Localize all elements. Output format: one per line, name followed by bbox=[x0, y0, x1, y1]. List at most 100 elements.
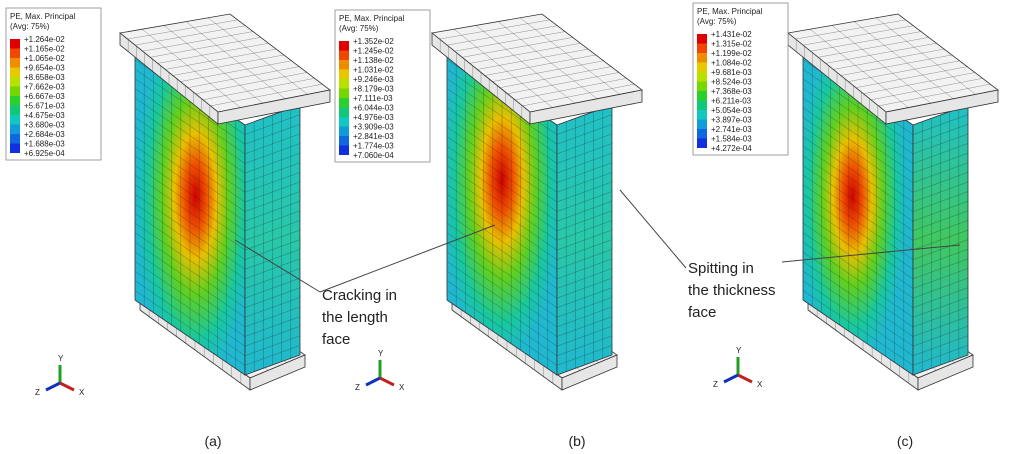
legend-swatch bbox=[697, 110, 707, 120]
legend-swatch bbox=[339, 108, 349, 118]
legend-swatch bbox=[10, 125, 20, 135]
axis-label: Z bbox=[355, 383, 360, 392]
legend-value: +2.684e-03 bbox=[24, 130, 65, 139]
legend-swatch bbox=[10, 68, 20, 78]
legend-swatch bbox=[10, 58, 20, 68]
legend-value: +1.264e-02 bbox=[24, 35, 65, 44]
legend-value: +3.909e-03 bbox=[353, 123, 394, 132]
legend-swatch bbox=[10, 144, 20, 154]
axis-label: Y bbox=[378, 349, 384, 358]
legend-swatch bbox=[10, 115, 20, 125]
legend-swatch bbox=[339, 146, 349, 156]
legend-value: +9.681e-03 bbox=[711, 68, 752, 77]
legend-value: +5.671e-03 bbox=[24, 102, 65, 111]
legend-value: +1.031e-02 bbox=[353, 66, 394, 75]
legend-value: +8.524e-03 bbox=[711, 78, 752, 87]
caption: (a) bbox=[204, 433, 221, 449]
legend-title: PE, Max. Principal bbox=[339, 14, 405, 23]
legend-swatch bbox=[339, 70, 349, 80]
legend-value: +1.584e-03 bbox=[711, 135, 752, 144]
page: PE, Max. Principal(Avg: 75%)+1.264e-02+1… bbox=[0, 0, 1024, 454]
legend-value: +4.675e-03 bbox=[24, 111, 65, 120]
legend-swatch bbox=[339, 127, 349, 137]
legend-value: +7.662e-03 bbox=[24, 83, 65, 92]
axis-label: Z bbox=[35, 388, 40, 397]
legend-title: PE, Max. Principal bbox=[697, 7, 763, 16]
axis-label: Z bbox=[713, 380, 718, 389]
legend-value: +2.741e-03 bbox=[711, 125, 752, 134]
legend-swatch bbox=[10, 77, 20, 87]
axis-label: Y bbox=[58, 354, 64, 363]
legend-value: +1.688e-03 bbox=[24, 140, 65, 149]
axis-label: X bbox=[399, 383, 405, 392]
axis-label: Y bbox=[736, 346, 742, 355]
legend-value: +6.211e-03 bbox=[711, 97, 752, 106]
legend-swatch bbox=[697, 63, 707, 73]
leader-line bbox=[620, 190, 686, 268]
legend-swatch bbox=[697, 129, 707, 139]
legend-value: +1.065e-02 bbox=[24, 54, 65, 63]
legend-value: +4.976e-03 bbox=[353, 113, 394, 122]
legend-value: +1.084e-02 bbox=[711, 59, 752, 68]
legend-swatch bbox=[10, 39, 20, 49]
legend-value: +6.925e-04 bbox=[24, 149, 65, 158]
legend-swatch bbox=[10, 87, 20, 97]
legend-value: +1.138e-02 bbox=[353, 56, 394, 65]
caption: (b) bbox=[568, 433, 585, 449]
legend-value: +1.774e-03 bbox=[353, 142, 394, 151]
legend-swatch bbox=[697, 120, 707, 130]
legend-swatch bbox=[697, 53, 707, 63]
legend-value: +1.352e-02 bbox=[353, 37, 394, 46]
legend-value: +5.054e-03 bbox=[711, 106, 752, 115]
axis-z bbox=[46, 383, 60, 390]
legend-swatch bbox=[697, 72, 707, 82]
legend-value: +1.315e-02 bbox=[711, 40, 752, 49]
legend-swatch bbox=[697, 44, 707, 54]
legend-value: +1.199e-02 bbox=[711, 49, 752, 58]
legend-swatch bbox=[10, 49, 20, 59]
caption: (c) bbox=[897, 433, 913, 449]
legend-value: +1.165e-02 bbox=[24, 45, 65, 54]
axis-label: X bbox=[79, 388, 85, 397]
legend-subtitle: (Avg: 75%) bbox=[339, 24, 379, 33]
legend-swatch bbox=[339, 136, 349, 146]
annotation-text: Cracking in bbox=[322, 287, 397, 304]
legend-swatch bbox=[697, 139, 707, 149]
annotation-text: face bbox=[322, 331, 350, 348]
legend-swatch bbox=[10, 96, 20, 106]
legend-swatch bbox=[339, 79, 349, 89]
legend-title: PE, Max. Principal bbox=[10, 12, 76, 21]
legend-value: +7.368e-03 bbox=[711, 87, 752, 96]
legend-swatch bbox=[339, 60, 349, 70]
legend-value: +7.060e-04 bbox=[353, 151, 394, 160]
legend-value: +1.431e-02 bbox=[711, 30, 752, 39]
legend-value: +6.667e-03 bbox=[24, 92, 65, 101]
axis-label: X bbox=[757, 380, 763, 389]
legend-subtitle: (Avg: 75%) bbox=[697, 17, 737, 26]
legend-swatch bbox=[339, 117, 349, 127]
axis-z bbox=[724, 375, 738, 382]
axis-x bbox=[738, 375, 752, 382]
legend-value: +8.179e-03 bbox=[353, 85, 394, 94]
legend-swatch bbox=[697, 91, 707, 101]
legend-value: +2.841e-03 bbox=[353, 132, 394, 141]
annotation-text: the thickness bbox=[688, 282, 776, 299]
legend-value: +3.680e-03 bbox=[24, 121, 65, 130]
legend-subtitle: (Avg: 75%) bbox=[10, 22, 50, 31]
axis-x bbox=[60, 383, 74, 390]
legend-value: +9.246e-03 bbox=[353, 75, 394, 84]
legend-value: +1.245e-02 bbox=[353, 47, 394, 56]
axis-x bbox=[380, 378, 394, 385]
figure: PE, Max. Principal(Avg: 75%)+1.264e-02+1… bbox=[0, 0, 1024, 454]
legend-value: +3.897e-03 bbox=[711, 116, 752, 125]
legend-swatch bbox=[697, 101, 707, 111]
legend-swatch bbox=[10, 134, 20, 144]
legend-value: +4.272e-04 bbox=[711, 144, 752, 153]
legend-swatch bbox=[339, 89, 349, 99]
legend-value: +6.044e-03 bbox=[353, 104, 394, 113]
annotation-text: the length bbox=[322, 309, 388, 326]
legend-swatch bbox=[339, 41, 349, 51]
legend-swatch bbox=[697, 34, 707, 44]
annotation-text: Spitting in bbox=[688, 260, 754, 277]
legend-swatch bbox=[339, 51, 349, 61]
